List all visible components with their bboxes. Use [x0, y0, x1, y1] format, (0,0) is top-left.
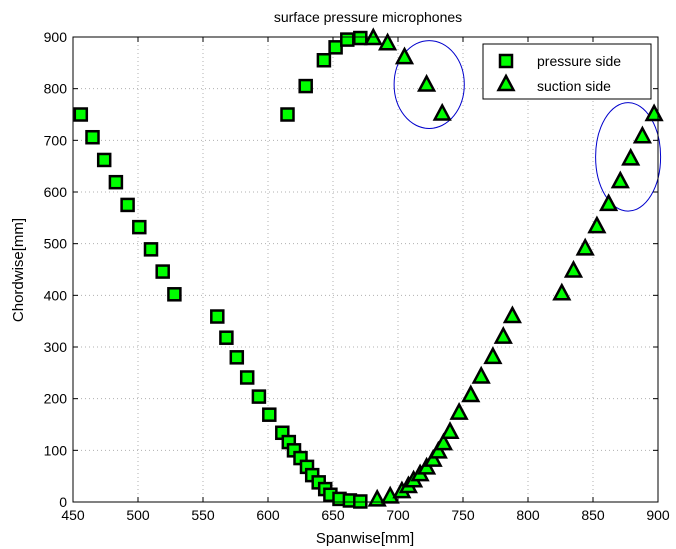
y-tick-label: 900 [44, 29, 68, 45]
data-point-triangle [563, 259, 584, 278]
data-point-triangle [432, 102, 452, 121]
data-point-square [219, 330, 234, 345]
data-point-triangle [433, 432, 454, 451]
y-tick-label: 0 [59, 494, 67, 510]
data-point-square [85, 129, 100, 145]
data-point-triangle [394, 46, 415, 65]
y-tick-label: 500 [44, 236, 68, 252]
y-tick-label: 600 [44, 184, 68, 200]
y-tick-label: 200 [44, 391, 68, 407]
y-tick-label: 100 [44, 442, 68, 458]
data-point-triangle [587, 215, 607, 234]
data-point-square [280, 107, 295, 122]
data-point-triangle [483, 346, 503, 365]
data-point-triangle [449, 401, 469, 420]
data-point-triangle [493, 326, 513, 344]
x-tick-label: 550 [191, 507, 215, 523]
data-point-triangle [440, 421, 460, 439]
data-point-triangle [632, 125, 652, 144]
data-point-square [155, 264, 170, 279]
legend: pressure side suction side [482, 43, 652, 100]
data-point-square [132, 219, 147, 235]
data-points [73, 27, 664, 509]
highlight-ellipse [595, 102, 662, 212]
plot-area [73, 37, 658, 502]
highlight-ellipse [393, 40, 465, 129]
series-suction-side [363, 27, 664, 507]
annotation-layer [393, 40, 662, 212]
x-tick-label: 650 [321, 507, 345, 523]
data-point-square [73, 107, 89, 122]
data-point-triangle [599, 193, 619, 212]
data-point-square [108, 174, 124, 190]
chart-title: surface pressure microphones [274, 9, 462, 25]
y-tick-label: 300 [44, 339, 68, 355]
x-tick-label: 750 [451, 507, 475, 523]
x-tick-label: 900 [646, 507, 670, 523]
data-point-square [239, 370, 255, 385]
data-point-triangle [471, 365, 491, 384]
legend-label-pressure-side: pressure side [537, 53, 621, 69]
x-tick-label: 600 [256, 507, 280, 523]
x-tick-label: 500 [126, 507, 150, 523]
data-point-square [120, 197, 135, 213]
data-point-square [353, 494, 368, 509]
data-point-square [316, 53, 332, 68]
data-point-square [251, 389, 267, 404]
data-point-square [262, 407, 277, 422]
plot-frame [72, 36, 659, 503]
data-point-triangle [610, 170, 630, 189]
data-point-triangle [378, 32, 398, 51]
data-point-triangle [461, 384, 481, 403]
x-tick-label: 800 [516, 507, 540, 523]
legend-label-suction-side: suction side [537, 78, 611, 94]
data-point-square [328, 40, 343, 55]
series-pressure-side [73, 30, 368, 509]
data-point-triangle [428, 440, 448, 459]
data-point-square [340, 32, 355, 47]
axis-ticks: 450 500 550 600 650 700 750 800 850 900 0 100 200 300… [44, 29, 670, 523]
y-axis-label: Chordwise[mm] [10, 218, 27, 322]
data-point-triangle [417, 73, 437, 92]
x-tick-label: 850 [581, 507, 605, 523]
data-point-triangle [423, 448, 443, 467]
data-point-square [143, 242, 159, 257]
legend-marker-suction-side [496, 73, 516, 92]
x-tick-label: 450 [61, 507, 85, 523]
grid [73, 37, 658, 502]
data-point-square [229, 350, 245, 365]
y-tick-label: 400 [44, 287, 68, 303]
data-point-square [96, 152, 112, 168]
y-tick-label: 800 [44, 81, 68, 97]
legend-marker-pressure-side [498, 53, 514, 69]
data-point-triangle [575, 237, 595, 256]
data-point-square [210, 309, 225, 324]
data-point-square [353, 30, 368, 46]
y-tick-label: 700 [44, 132, 68, 148]
x-tick-label: 700 [386, 507, 410, 523]
data-point-square [167, 287, 182, 302]
data-point-square [298, 78, 313, 94]
data-point-triangle [552, 282, 572, 301]
data-point-triangle [502, 305, 522, 324]
data-point-triangle [621, 147, 641, 166]
x-axis-label: Spanwise[mm] [316, 530, 414, 547]
